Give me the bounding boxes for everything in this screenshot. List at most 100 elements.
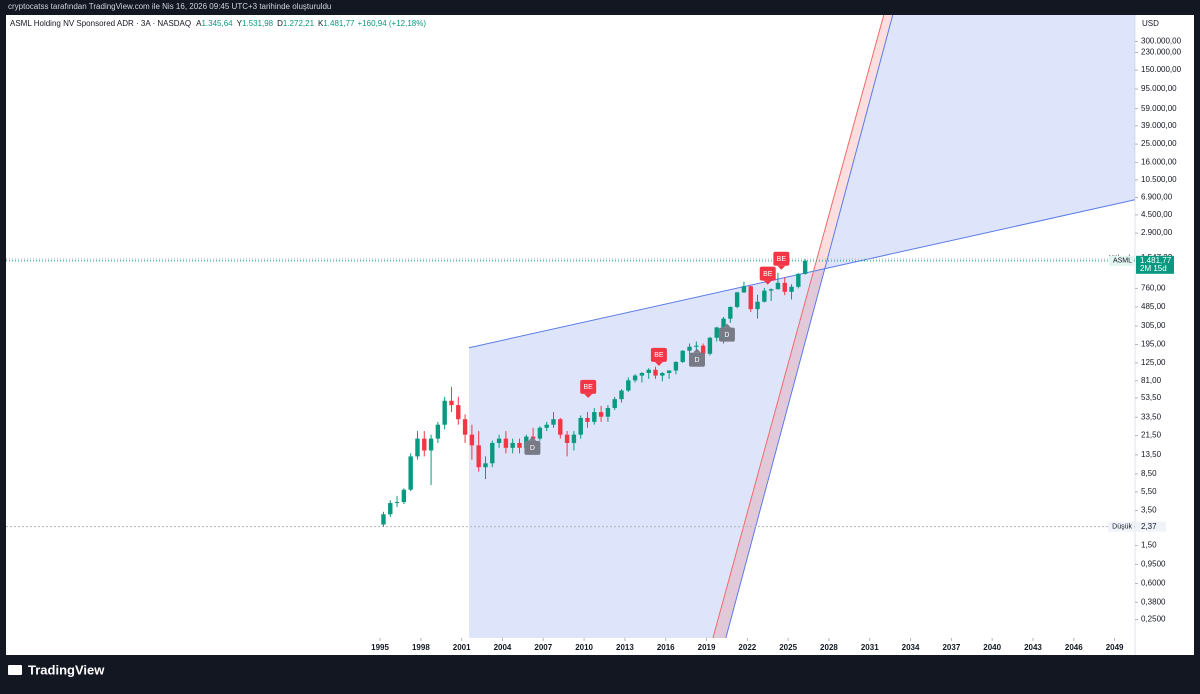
candle-body (741, 286, 747, 293)
candle-body (469, 434, 475, 446)
candle-body (510, 442, 515, 448)
event-marker (580, 379, 597, 394)
y-tick-label: 1,50 (1141, 541, 1157, 550)
x-tick-label: 2046 (1065, 643, 1083, 652)
candle-body (680, 350, 685, 362)
x-tick-label: 2010 (575, 643, 593, 652)
x-tick-label: 1995 (371, 643, 389, 652)
y-tick-label: 0,6000 (1141, 579, 1166, 588)
fan-fill (469, 268, 825, 638)
low-tag (1108, 521, 1134, 532)
x-tick-label: 2022 (738, 643, 756, 652)
event-pointer (777, 265, 786, 270)
y-tick-label: 16.000,00 (1141, 158, 1177, 167)
candle-body (415, 438, 420, 457)
event-pointer (654, 361, 663, 366)
candle-body (626, 380, 631, 391)
candle-body (762, 290, 767, 302)
x-tick-label: 2004 (494, 643, 512, 652)
candle-body (422, 438, 427, 451)
candle-body (428, 438, 434, 451)
event-label: D (694, 357, 699, 364)
candle-body (632, 375, 638, 381)
candle-body (585, 417, 590, 422)
x-tick-label: 2049 (1106, 643, 1124, 652)
candle-body (388, 503, 393, 515)
y-tick-label: 195,00 (1141, 340, 1166, 349)
x-tick-label: 2013 (616, 643, 634, 652)
y-tick-label: 0,3800 (1141, 597, 1166, 606)
y-tick-label: 300.000,00 (1141, 37, 1182, 46)
x-tick-label: 2043 (1024, 643, 1042, 652)
candle-body (435, 424, 441, 439)
symbol-tag (1109, 255, 1134, 266)
ohlc-label: D (277, 19, 283, 28)
y-tick-label: 4.500,00 (1141, 210, 1173, 219)
low-label: Düşük (1112, 524, 1132, 531)
logo: TradingView (8, 662, 105, 677)
y-tick-label: 39.000,00 (1141, 121, 1177, 130)
y-tick-label: 13,50 (1141, 450, 1162, 459)
x-tick-label: 2037 (942, 643, 960, 652)
y-tick-label: 5,50 (1141, 487, 1157, 496)
event-pointer (693, 348, 702, 353)
event-marker (773, 251, 790, 266)
ohlc-label: A (196, 19, 202, 28)
y-tick-label: 125,00 (1141, 358, 1166, 367)
price-value: 1.481,77 (1140, 256, 1172, 265)
x-tick-label: 2019 (698, 643, 716, 652)
candle-body (496, 438, 502, 443)
symbol-label: ASML (1113, 258, 1132, 265)
event-label: BE (584, 384, 594, 391)
ohlc-value: 1.531,98 (242, 19, 274, 28)
event-marker (718, 327, 735, 342)
event-label: D (530, 445, 535, 452)
x-tick-label: 2001 (453, 643, 471, 652)
event-pointer (763, 280, 772, 285)
y-tick-label: 53,50 (1141, 393, 1162, 402)
candle-body (571, 434, 577, 443)
y-tick-label: 95.000,00 (1141, 84, 1177, 93)
ohlc-value: 1.481,77 (323, 19, 355, 28)
legend-header: ASML Holding NV Sponsored ADR · 3A · NAS… (10, 19, 426, 28)
event-pointer (722, 323, 731, 328)
candle-body (796, 273, 801, 287)
candle-body (802, 260, 808, 274)
candle-body (748, 286, 753, 310)
x-tick-label: 2028 (820, 643, 838, 652)
y-tick-label: 0,2500 (1141, 615, 1166, 624)
y-tick-label: 25.000,00 (1141, 139, 1177, 148)
y-tick-label: 6.900,00 (1141, 192, 1173, 201)
candle-body (782, 282, 787, 292)
trend-line (712, 15, 885, 638)
candle-body (578, 417, 583, 435)
candle-body (666, 370, 672, 373)
candle-body (605, 407, 611, 417)
event-pointer (584, 393, 593, 398)
candle-body (646, 369, 651, 373)
y-tick-label: 33,50 (1141, 412, 1162, 421)
y-tick-label: 0,9500 (1141, 560, 1166, 569)
brand: TradingView (28, 662, 105, 677)
candle-body (700, 345, 706, 354)
fan-fill-red (712, 15, 893, 638)
currency: USD (1142, 19, 1159, 28)
y-tick-label: 150.000,00 (1141, 65, 1182, 74)
candle-body (564, 434, 570, 443)
x-tick-label: 2016 (657, 643, 675, 652)
event-marker (689, 352, 706, 367)
candle-body (687, 346, 692, 351)
candle-body (544, 424, 549, 428)
candle-body (517, 442, 522, 448)
candle-body (381, 514, 386, 525)
candle-body (673, 361, 679, 371)
candle-body (476, 445, 481, 468)
candle-body (551, 419, 556, 425)
candle-body (462, 419, 468, 435)
candle-body (612, 399, 617, 408)
logo-mark (8, 665, 22, 675)
y-tick-label: 305,00 (1141, 321, 1166, 330)
y-tick-label: 59.000,00 (1141, 104, 1177, 113)
trend-line (725, 15, 894, 638)
